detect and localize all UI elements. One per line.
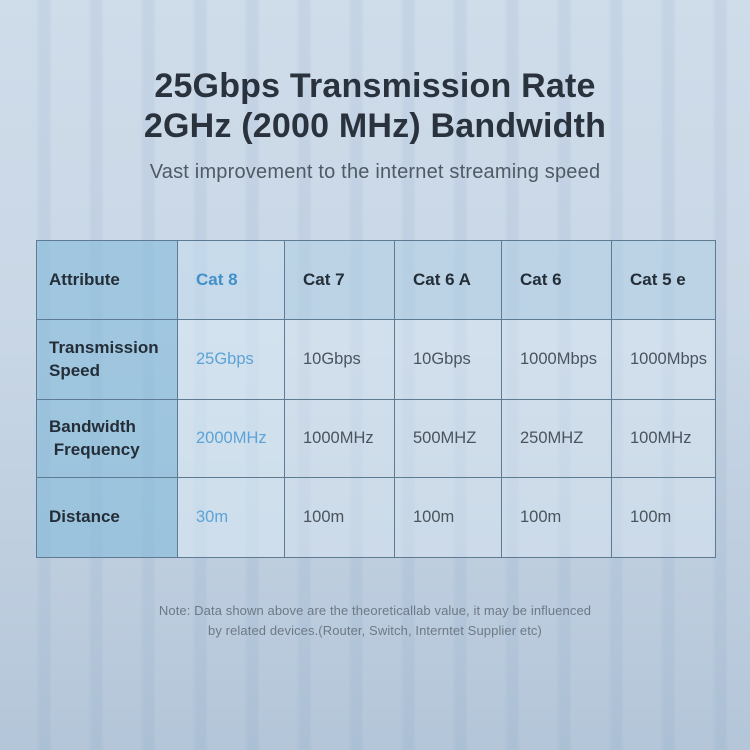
- value-cell-cat6a-speed: 10Gbps: [395, 320, 502, 400]
- value-cell-cat8-distance: 30m: [178, 478, 285, 558]
- footnote-line1: Note: Data shown above are the theoretic…: [158, 603, 592, 618]
- header-cell-cat-6a: Cat 6 A: [395, 241, 502, 320]
- value-cell-cat6-bandwidth: 250MHZ: [502, 400, 612, 478]
- row-label-transmission-speed: Transmission Speed: [37, 320, 178, 400]
- header-cell-attribute: Attribute: [37, 241, 178, 320]
- value-cell-cat7-bandwidth: 1000MHz: [285, 400, 395, 478]
- page-title-line2: 2GHz (2000 MHz) Bandwidth: [143, 107, 607, 145]
- value-cell-cat6-distance: 100m: [502, 478, 612, 558]
- value-cell-cat6a-bandwidth: 500MHZ: [395, 400, 502, 478]
- row-label-distance: Distance: [37, 478, 178, 558]
- value-cell-cat6-speed: 1000Mbps: [502, 320, 612, 400]
- value-cell-cat5e-distance: 100m: [612, 478, 716, 558]
- header-cell-cat-8: Cat 8: [178, 241, 285, 320]
- value-cell-cat5e-bandwidth: 100MHz: [612, 400, 716, 478]
- value-cell-cat5e-speed: 1000Mbps: [612, 320, 716, 400]
- value-cell-cat7-distance: 100m: [285, 478, 395, 558]
- header-cell-cat-6: Cat 6: [502, 241, 612, 320]
- value-cell-cat8-speed: 25Gbps: [178, 320, 285, 400]
- hero-heading: 25Gbps Transmission Rate 2GHz (2000 MHz)…: [0, 66, 750, 184]
- value-cell-cat6a-distance: 100m: [395, 478, 502, 558]
- footnote: Note: Data shown above are the theoretic…: [0, 601, 750, 641]
- value-cell-cat8-bandwidth: 2000MHz: [178, 400, 285, 478]
- comparison-table: Attribute Cat 8 Cat 7 Cat 6 A Cat 6 Cat …: [36, 240, 716, 558]
- header-cell-cat-5e: Cat 5 e: [612, 241, 716, 320]
- page-subtitle: Vast improvement to the internet streami…: [149, 161, 601, 183]
- footnote-line2: by related devices.(Router, Switch, Inte…: [208, 623, 542, 639]
- row-label-bandwidth-frequency: Bandwidth Frequency: [37, 400, 178, 478]
- header-cell-cat-7: Cat 7: [285, 241, 395, 320]
- value-cell-cat7-speed: 10Gbps: [285, 320, 395, 400]
- page-title-line1: 25Gbps Transmission Rate: [154, 67, 596, 105]
